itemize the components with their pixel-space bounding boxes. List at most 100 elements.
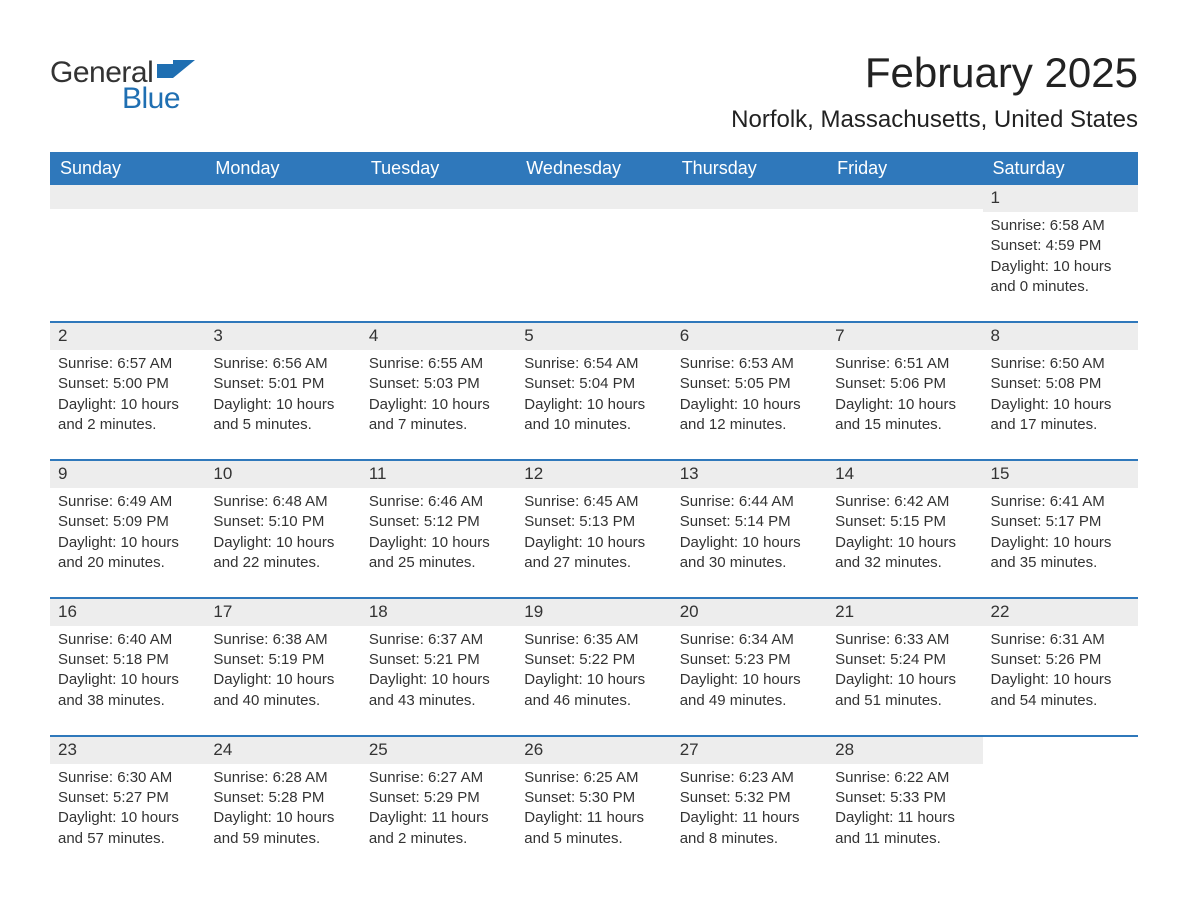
brand-logo: General Blue xyxy=(50,50,195,116)
calendar-day-cell: 12Sunrise: 6:45 AMSunset: 5:13 PMDayligh… xyxy=(516,460,671,598)
calendar-day-cell: 14Sunrise: 6:42 AMSunset: 5:15 PMDayligh… xyxy=(827,460,982,598)
sunrise-text: Sunrise: 6:54 AM xyxy=(524,354,663,374)
daylight2-text: and 2 minutes. xyxy=(369,829,508,849)
sunrise-text: Sunrise: 6:45 AM xyxy=(524,492,663,512)
calendar-body: 1Sunrise: 6:58 AMSunset: 4:59 PMDaylight… xyxy=(50,185,1138,873)
sunset-text: Sunset: 5:19 PM xyxy=(213,650,352,670)
sunset-text: Sunset: 5:08 PM xyxy=(991,374,1130,394)
daylight2-text: and 35 minutes. xyxy=(991,553,1130,573)
calendar-week-row: 9Sunrise: 6:49 AMSunset: 5:09 PMDaylight… xyxy=(50,460,1138,598)
calendar-day-cell: 28Sunrise: 6:22 AMSunset: 5:33 PMDayligh… xyxy=(827,736,982,873)
daylight2-text: and 30 minutes. xyxy=(680,553,819,573)
calendar-day-cell: 19Sunrise: 6:35 AMSunset: 5:22 PMDayligh… xyxy=(516,598,671,736)
calendar-day-cell: 8Sunrise: 6:50 AMSunset: 5:08 PMDaylight… xyxy=(983,322,1138,460)
daylight1-text: Daylight: 10 hours xyxy=(991,670,1130,690)
calendar-day-cell: 16Sunrise: 6:40 AMSunset: 5:18 PMDayligh… xyxy=(50,598,205,736)
sunrise-text: Sunrise: 6:50 AM xyxy=(991,354,1130,374)
day-number: 13 xyxy=(672,461,827,488)
sunrise-text: Sunrise: 6:23 AM xyxy=(680,768,819,788)
sunrise-text: Sunrise: 6:34 AM xyxy=(680,630,819,650)
day-number: 2 xyxy=(50,323,205,350)
empty-day-bar xyxy=(827,185,982,209)
day-number: 11 xyxy=(361,461,516,488)
sunrise-text: Sunrise: 6:31 AM xyxy=(991,630,1130,650)
sunset-text: Sunset: 5:13 PM xyxy=(524,512,663,532)
calendar-day-cell xyxy=(50,185,205,322)
daylight1-text: Daylight: 10 hours xyxy=(680,395,819,415)
daylight1-text: Daylight: 10 hours xyxy=(835,533,974,553)
weekday-header: Wednesday xyxy=(516,152,671,185)
empty-day-bar xyxy=(516,185,671,209)
sunset-text: Sunset: 5:33 PM xyxy=(835,788,974,808)
calendar-day-cell: 20 Sunrise: 6:34 AMSunset: 5:23 PMDayligh… xyxy=(672,598,827,736)
sunrise-text: Sunrise: 6:56 AM xyxy=(213,354,352,374)
daylight1-text: Daylight: 10 hours xyxy=(58,533,197,553)
calendar-day-cell: 26Sunrise: 6:25 AMSunset: 5:30 PMDayligh… xyxy=(516,736,671,873)
calendar-day-cell: 3Sunrise: 6:56 AMSunset: 5:01 PMDaylight… xyxy=(205,322,360,460)
sunset-text: Sunset: 5:17 PM xyxy=(991,512,1130,532)
daylight1-text: Daylight: 10 hours xyxy=(835,670,974,690)
daylight2-text: and 43 minutes. xyxy=(369,691,508,711)
sunrise-text: Sunrise: 6:46 AM xyxy=(369,492,508,512)
daylight1-text: Daylight: 10 hours xyxy=(213,533,352,553)
day-number: 26 xyxy=(516,737,671,764)
daylight1-text: Daylight: 10 hours xyxy=(58,395,197,415)
calendar-day-cell: 10Sunrise: 6:48 AMSunset: 5:10 PMDayligh… xyxy=(205,460,360,598)
sunrise-text: Sunrise: 6:38 AM xyxy=(213,630,352,650)
calendar-day-cell: 13Sunrise: 6:44 AMSunset: 5:14 PMDayligh… xyxy=(672,460,827,598)
calendar-day-cell: 17Sunrise: 6:38 AMSunset: 5:19 PMDayligh… xyxy=(205,598,360,736)
daylight2-text: and 12 minutes. xyxy=(680,415,819,435)
calendar-day-cell: 5Sunrise: 6:54 AMSunset: 5:04 PMDaylight… xyxy=(516,322,671,460)
calendar-day-cell: 25Sunrise: 6:27 AMSunset: 5:29 PMDayligh… xyxy=(361,736,516,873)
weekday-header-row: Sunday Monday Tuesday Wednesday Thursday… xyxy=(50,152,1138,185)
weekday-header: Friday xyxy=(827,152,982,185)
daylight2-text: and 7 minutes. xyxy=(369,415,508,435)
daylight1-text: Daylight: 11 hours xyxy=(680,808,819,828)
calendar-day-cell: 15Sunrise: 6:41 AMSunset: 5:17 PMDayligh… xyxy=(983,460,1138,598)
daylight1-text: Daylight: 10 hours xyxy=(680,670,819,690)
title-block: February 2025 Norfolk, Massachusetts, Un… xyxy=(731,50,1138,134)
calendar-day-cell: 27Sunrise: 6:23 AMSunset: 5:32 PMDayligh… xyxy=(672,736,827,873)
page-header: General Blue February 2025 Norfolk, Mass… xyxy=(50,50,1138,134)
daylight2-text: and 59 minutes. xyxy=(213,829,352,849)
empty-day-bar xyxy=(672,185,827,209)
sunrise-text: Sunrise: 6:53 AM xyxy=(680,354,819,374)
calendar-day-cell: 1Sunrise: 6:58 AMSunset: 4:59 PMDaylight… xyxy=(983,185,1138,322)
daylight1-text: Daylight: 11 hours xyxy=(369,808,508,828)
sunset-text: Sunset: 5:05 PM xyxy=(680,374,819,394)
sunset-text: Sunset: 5:04 PM xyxy=(524,374,663,394)
daylight2-text: and 0 minutes. xyxy=(991,277,1130,297)
calendar-day-cell: 2Sunrise: 6:57 AMSunset: 5:00 PMDaylight… xyxy=(50,322,205,460)
day-number: 7 xyxy=(827,323,982,350)
daylight1-text: Daylight: 10 hours xyxy=(58,670,197,690)
day-number: 4 xyxy=(361,323,516,350)
sunset-text: Sunset: 5:22 PM xyxy=(524,650,663,670)
weekday-header: Thursday xyxy=(672,152,827,185)
daylight1-text: Daylight: 10 hours xyxy=(524,395,663,415)
sunset-text: Sunset: 5:27 PM xyxy=(58,788,197,808)
daylight2-text: and 54 minutes. xyxy=(991,691,1130,711)
day-number: 19 xyxy=(516,599,671,626)
day-number: 25 xyxy=(361,737,516,764)
calendar-day-cell: 9Sunrise: 6:49 AMSunset: 5:09 PMDaylight… xyxy=(50,460,205,598)
daylight2-text: and 5 minutes. xyxy=(524,829,663,849)
calendar-day-cell: 4Sunrise: 6:55 AMSunset: 5:03 PMDaylight… xyxy=(361,322,516,460)
daylight2-text: and 57 minutes. xyxy=(58,829,197,849)
daylight2-text: and 15 minutes. xyxy=(835,415,974,435)
sunrise-text: Sunrise: 6:28 AM xyxy=(213,768,352,788)
sunset-text: Sunset: 5:23 PM xyxy=(680,650,819,670)
calendar-day-cell: 23Sunrise: 6:30 AMSunset: 5:27 PMDayligh… xyxy=(50,736,205,873)
day-number: 20 xyxy=(672,599,827,626)
sunset-text: Sunset: 5:14 PM xyxy=(680,512,819,532)
daylight1-text: Daylight: 10 hours xyxy=(991,257,1130,277)
day-number: 15 xyxy=(983,461,1138,488)
day-number: 10 xyxy=(205,461,360,488)
sunrise-text: Sunrise: 6:57 AM xyxy=(58,354,197,374)
month-title: February 2025 xyxy=(731,50,1138,96)
day-number: 27 xyxy=(672,737,827,764)
sunrise-text: Sunrise: 6:30 AM xyxy=(58,768,197,788)
calendar-week-row: 1Sunrise: 6:58 AMSunset: 4:59 PMDaylight… xyxy=(50,185,1138,322)
day-number: 28 xyxy=(827,737,982,764)
sunset-text: Sunset: 5:21 PM xyxy=(369,650,508,670)
daylight2-text: and 10 minutes. xyxy=(524,415,663,435)
